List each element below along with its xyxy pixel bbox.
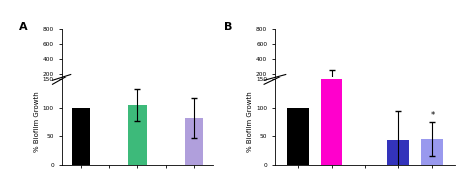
Y-axis label: % Biofilm Growth: % Biofilm Growth [34,92,40,153]
Bar [321,79,342,165]
Bar [421,139,443,165]
Text: *: * [431,111,436,120]
Bar [184,118,203,165]
Y-axis label: % Biofilm Growth: % Biofilm Growth [247,92,254,153]
Bar [72,108,91,165]
Bar [128,105,146,165]
Bar [387,141,409,165]
Text: B: B [225,22,233,32]
Bar [287,108,309,165]
Bar [321,77,342,89]
Text: A: A [19,22,28,32]
